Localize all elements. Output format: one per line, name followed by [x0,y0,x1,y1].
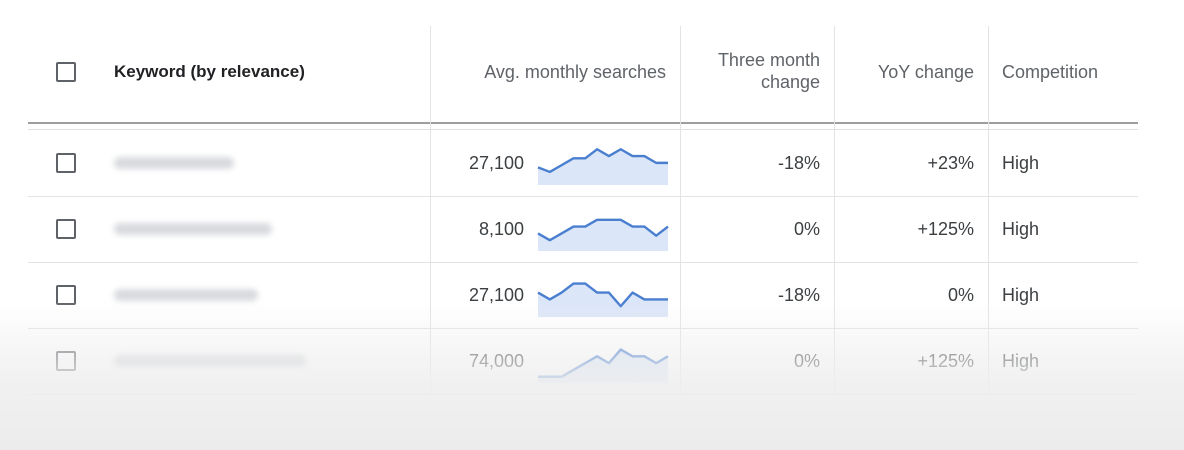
trend-sparkline [538,348,669,383]
column-divider [988,26,989,394]
keyword-ideas-table: Keyword (by relevance) Avg. monthly sear… [28,26,1138,395]
column-divider [680,26,681,394]
header-three-month-line2: change [760,72,820,92]
table-row[interactable]: 27,100 -18% +23% High [28,131,1138,197]
three-month-change: 0% [793,219,820,239]
header-keyword[interactable]: Keyword (by relevance) [114,62,305,81]
sparkline-line [537,282,668,308]
trend-sparkline [537,282,668,317]
competition: High [1002,153,1040,173]
column-divider [834,26,835,394]
row-checkbox[interactable] [56,219,76,239]
sparkline-area [538,349,668,383]
sparkline-area [538,149,668,185]
keyword-redacted [114,355,306,367]
trend-sparkline [537,148,668,185]
yoy-change: +23% [927,153,974,173]
header-three-month-change[interactable]: Three month change [690,49,820,93]
header-three-month-line1: Three month [717,50,820,70]
yoy-change: 0% [947,285,974,305]
table-row[interactable]: 8,100 0% +125% High [28,197,1138,263]
row-checkbox[interactable] [56,351,76,371]
header-yoy-change[interactable]: YoY change [877,62,974,82]
header-avg-monthly-searches[interactable]: Avg. monthly searches [484,62,666,82]
avg-monthly-searches: 27,100 [468,285,524,305]
three-month-change: 0% [793,351,820,371]
select-all-checkbox[interactable] [56,62,76,82]
table-row[interactable]: 74,000 0% +125% High [28,329,1138,395]
competition: High [1002,285,1040,305]
three-month-change: -18% [777,153,820,173]
keyword-redacted [114,157,234,169]
keyword-redacted [114,289,258,301]
row-checkbox[interactable] [56,153,76,173]
keyword-redacted [114,223,272,235]
column-divider [430,26,431,394]
avg-monthly-searches: 8,100 [478,219,524,239]
sparkline-line [537,148,668,174]
avg-monthly-searches: 27,100 [468,153,524,173]
competition: High [1002,219,1040,239]
row-checkbox[interactable] [56,285,76,305]
table-row[interactable]: 27,100 -18% 0% High [28,263,1138,329]
yoy-change: +125% [917,351,974,371]
trend-sparkline [537,218,669,251]
competition: High [1002,351,1040,371]
table-header: Keyword (by relevance) Avg. monthly sear… [28,26,1138,130]
header-competition[interactable]: Competition [1002,62,1099,82]
three-month-change: -18% [777,285,820,305]
avg-monthly-searches: 74,000 [468,351,524,371]
sparkline-line [537,218,669,242]
yoy-change: +125% [917,219,974,239]
